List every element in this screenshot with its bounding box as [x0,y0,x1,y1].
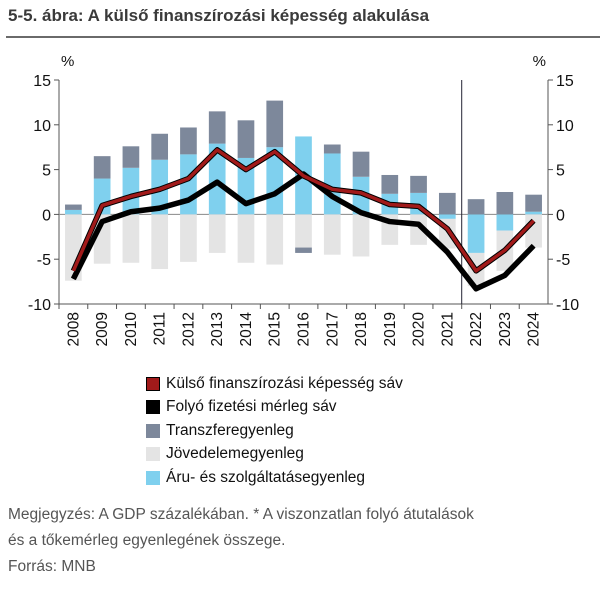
bar-jovedelem [352,214,370,257]
bar-aru [208,143,226,215]
bar-transzfer [151,133,169,160]
source-text: Forrás: MNB [8,558,96,575]
x-tick-label: 2010 [123,312,140,347]
y-unit-right: % [533,53,546,70]
x-tick-label: 2012 [180,312,197,346]
x-tick-label: 2017 [324,312,341,346]
legend-swatch-folyo [146,400,160,415]
y-tick-label-right: -5 [556,252,570,269]
legend-swatch-aru [146,470,160,485]
y-tick-label-left: 15 [33,73,51,90]
bar-jovedelem [266,214,284,265]
legend-item-transzfer: Transzferegyenleg [146,419,403,443]
bar-transzfer [496,192,514,215]
bar-jovedelem [295,214,312,248]
legend-item-folyo: Folyó fizetési mérleg sáv [146,396,403,420]
y-tick-label-left: -10 [28,297,51,314]
title-divider [6,36,600,38]
x-tick-label: 2020 [411,312,428,347]
bar-transzfer [65,204,82,210]
bar-transzfer [93,156,111,179]
bar-aru [525,211,542,215]
bar-transzfer [438,192,456,215]
bar-jovedelem [151,214,169,270]
x-tick-label: 2009 [94,312,111,346]
y-tick-label-right: 5 [556,163,565,180]
chart-legend: Külső finanszírozási képesség sáv Folyó f… [146,372,403,490]
x-tick-label: 2019 [382,312,399,346]
bar-transzfer [122,146,140,168]
bar-transzfer [352,151,370,177]
y-tick-label-right: 0 [556,207,565,224]
bar-aru [438,214,456,219]
legend-swatch-transzfer [146,423,160,438]
y-tick-label-right: 15 [556,73,574,90]
bar-transzfer [266,100,284,148]
chart-area: -10 -10 -5 -5 0 0 5 5 10 10 15 15% % 2008 2009 2010 2011… [28,53,579,347]
bar-transzfer [410,175,427,193]
bar-transzfer [525,194,542,212]
x-tick-label: 2013 [209,312,226,346]
y-tick-label-right: -10 [556,297,579,314]
x-tick-label: 2023 [497,312,514,346]
bar-transzfer [323,144,341,154]
bar-jovedelem [180,214,197,262]
bar-jovedelem [122,214,140,263]
bar-jovedelem [323,214,341,255]
bar-transzfer [180,127,197,155]
y-tick-label-left: 0 [42,207,51,224]
legend-label-kulso: Külső finanszírozási képesség sáv [166,374,403,392]
bar-aru [496,214,514,231]
legend-label-transzfer: Transzferegyenleg [166,421,294,439]
legend-swatch-kulso [146,376,160,391]
legend-label-aru: Áru- és szolgáltatásegyenleg [166,468,366,486]
legend-label-folyo: Folyó fizetési mérleg sáv [166,398,337,416]
note-line-2: és a tőkemérleg egyenlegének összege. [8,532,286,549]
bar-transzfer [237,120,255,158]
y-tick-label-right: 10 [556,118,574,135]
legend-item-kulso: Külső finanszírozási képesség sáv [146,372,403,396]
bar-transzfer [208,111,226,144]
x-tick-label: 2008 [65,312,82,346]
x-tick-label: 2021 [439,312,456,346]
line-kulso [71,148,535,273]
x-tick-label: 2015 [267,312,284,346]
y-tick-label-left: 5 [42,163,51,180]
x-tick-label: 2024 [526,312,543,347]
legend-item-aru: Áru- és szolgáltatásegyenleg [146,466,403,490]
bar-jovedelem [237,214,255,263]
x-tick-label: 2022 [468,312,485,346]
x-tick-label: 2018 [353,312,370,346]
bar-aru [65,209,82,215]
y-tick-label-left: -5 [37,252,51,269]
x-tick-label: 2014 [238,312,255,347]
legend-label-jovedelem: Jövedelemegyenleg [166,445,304,463]
y-tick-label-left: 10 [33,118,51,135]
bar-transzfer [295,247,312,253]
bar-aru [180,154,197,215]
legend-swatch-jovedelem [146,447,160,462]
x-tick-label: 2011 [152,312,169,345]
x-tick-label: 2016 [296,312,313,346]
bar-transzfer [467,199,485,215]
legend-item-jovedelem: Jövedelemegyenleg [146,443,403,467]
bar-aru [467,214,485,253]
bar-aru [122,167,140,215]
bar-jovedelem [525,214,542,248]
bar-transzfer [381,174,399,194]
y-unit-left: % [61,53,74,70]
chart-title: 5-5. ábra: A külső finanszírozási képess… [8,6,430,25]
bar-jovedelem [208,214,226,253]
note-line-1: Megjegyzés: A GDP százalékában. * A visz… [8,506,474,523]
